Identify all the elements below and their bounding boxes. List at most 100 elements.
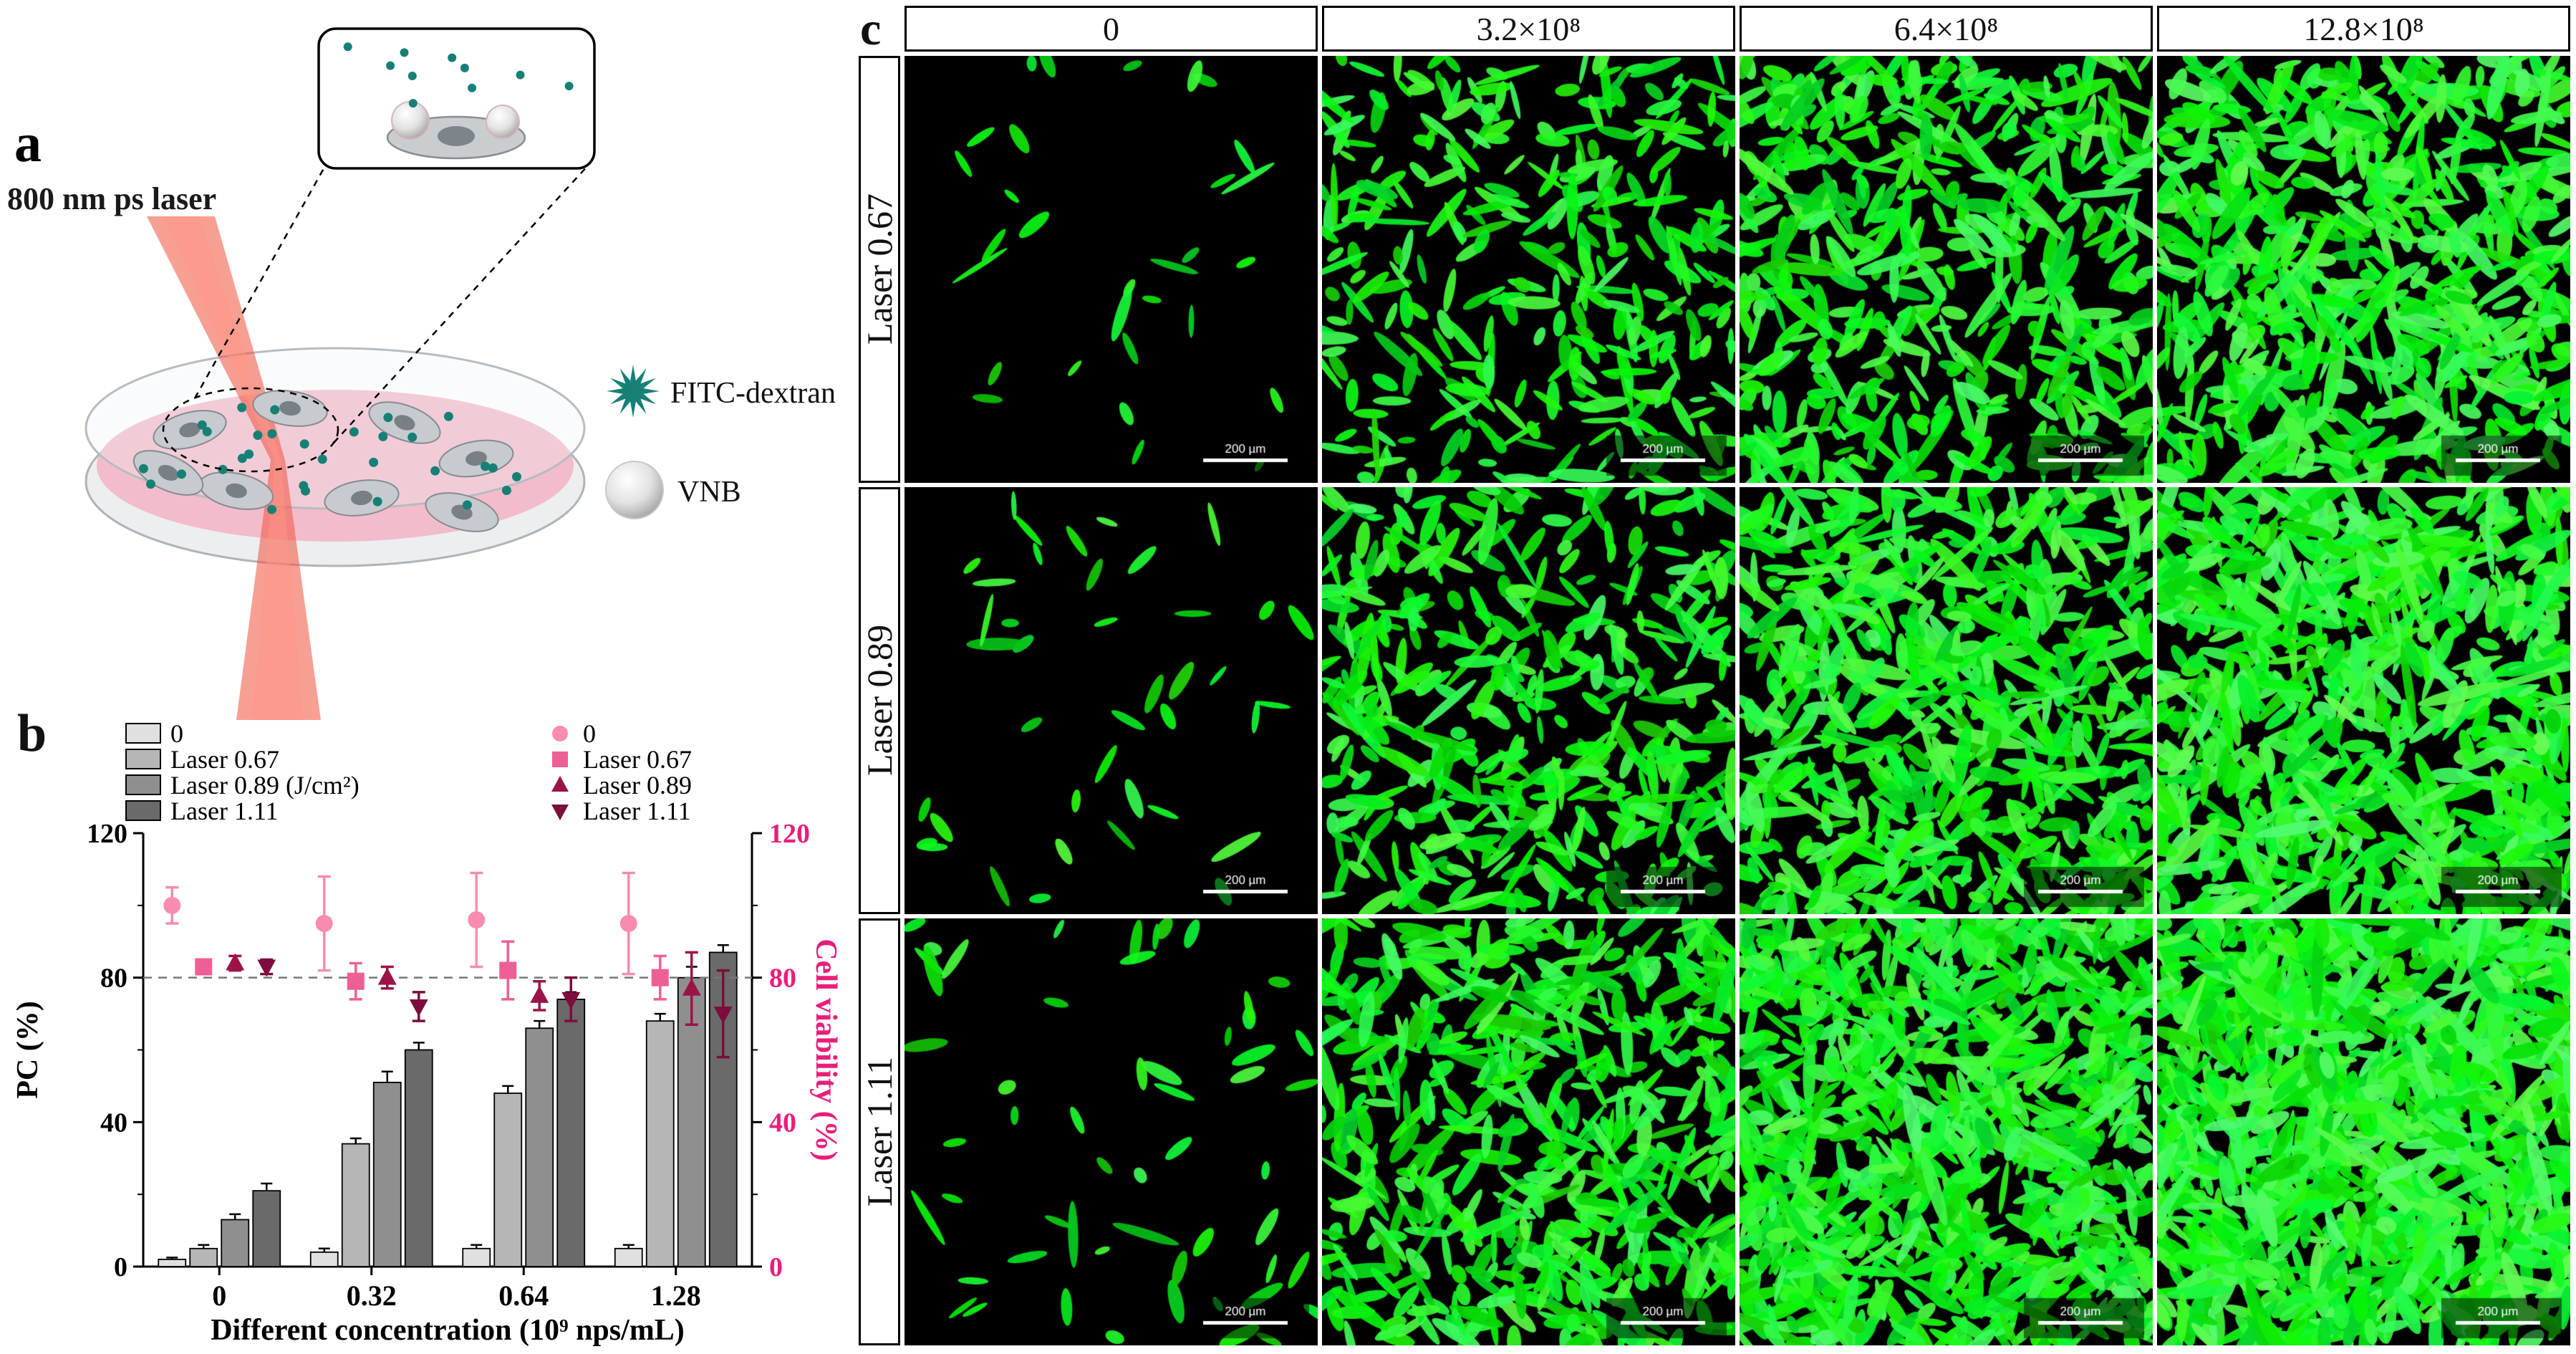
scatter-point	[499, 961, 517, 979]
laser-beam	[147, 216, 321, 720]
micrograph-laser0.89-conc12.8e8	[2157, 487, 2570, 914]
fitc-dot	[408, 99, 418, 108]
panel-b-label: b	[17, 704, 47, 763]
panel-a-label: a	[14, 113, 42, 173]
fitc-dot	[317, 454, 327, 464]
vnb-label: VNB	[677, 476, 741, 509]
bar	[556, 999, 586, 1267]
fitc-dot	[448, 53, 457, 62]
zoom-connector-right	[333, 164, 589, 443]
scatter-point	[651, 969, 669, 986]
fitc-dot	[253, 431, 263, 440]
row-label-text: Laser 1.11	[859, 1057, 899, 1207]
scatter-point	[377, 967, 397, 985]
fitc-dot	[564, 82, 574, 91]
cell-nucleus	[351, 490, 372, 506]
row-label-text: Laser 0.67	[859, 193, 899, 345]
cell-nucleus	[226, 483, 247, 499]
bar	[221, 1219, 250, 1267]
scatter-point	[226, 953, 245, 971]
scatter-point	[530, 985, 549, 1003]
fitc-dot	[481, 461, 491, 471]
cell-nucleus	[465, 451, 487, 466]
bar-legend-swatch	[125, 749, 161, 769]
bar	[309, 1251, 339, 1267]
scatter-point	[552, 752, 568, 767]
scatter-point	[713, 1007, 733, 1024]
fitc-dot	[460, 63, 469, 72]
y-tick-label-right: 80	[769, 964, 796, 994]
fitc-dextran-label: FITC-dextran	[670, 377, 836, 410]
fitc-dot	[349, 427, 359, 437]
cell	[368, 401, 441, 444]
bar	[404, 1049, 433, 1267]
fitc-dots-in-inset	[343, 42, 574, 108]
bar	[252, 1190, 281, 1267]
row-label-laser-1.11: Laser 1.11	[859, 918, 900, 1345]
panel-a-schematic: a 800 nm ps laser	[7, 27, 836, 720]
micrograph-laser0.89-conc3.2e8	[1322, 487, 1735, 914]
fitc-dextran-icon	[607, 365, 660, 418]
micrograph-laser1.11-conc6.4e8	[1740, 918, 2153, 1345]
y-axis-title-left: PC (%)	[11, 1001, 44, 1098]
cell	[153, 410, 227, 450]
fitc-dextran-legend: FITC-dextran	[607, 365, 836, 418]
scatter-legend-label: Laser 0.67	[583, 745, 692, 774]
fitc-dot	[386, 61, 395, 70]
bar	[189, 1247, 218, 1267]
scatter-point	[195, 958, 213, 976]
bar-legend-swatch	[125, 774, 161, 795]
inset-cell-nucleus	[438, 126, 475, 146]
vnb-legend: VNB	[605, 461, 741, 519]
fitc-dot	[146, 479, 155, 489]
cell	[132, 450, 204, 496]
inset-vnb-bubble	[486, 105, 520, 139]
x-tick-label: 0.32	[347, 1279, 397, 1312]
bar	[614, 1247, 643, 1267]
micrograph-laser1.11-conc3.2e8	[1322, 918, 1735, 1345]
zoom-connector-left	[193, 164, 327, 399]
micrograph-laser0.67-conc6.4e8	[1740, 56, 2153, 483]
fitc-dot	[430, 466, 440, 476]
bar-legend-swatch	[125, 800, 161, 821]
y-tick-label-left: 0	[114, 1252, 127, 1282]
vnb-icon	[605, 461, 664, 519]
cell-nucleus	[394, 415, 415, 431]
bar-legend-label: Laser 0.67	[170, 745, 279, 774]
bar	[525, 1027, 554, 1267]
bar-legend-label: Laser 1.11	[170, 797, 279, 825]
fitc-dot	[138, 464, 148, 474]
fitc-dot	[468, 83, 477, 92]
micrograph-laser1.11-conc12.8e8	[2157, 918, 2570, 1345]
cell	[252, 390, 328, 427]
x-tick-label: 1.28	[651, 1279, 701, 1312]
bar-legend-label: 0	[170, 719, 183, 748]
concentration-header-3: 12.8×10⁸	[2157, 6, 2570, 52]
row-label-text: Laser 0.89	[859, 625, 899, 777]
fitc-dot	[369, 457, 379, 467]
fitc-dot	[237, 453, 247, 464]
concentration-header-0: 0	[905, 6, 1318, 52]
cell-nucleus	[158, 464, 179, 481]
y-axis-title-right: Cell viability (%)	[809, 938, 842, 1161]
bar-legend-label: Laser 0.89 (J/cm²)	[170, 771, 360, 800]
scatter-point	[468, 911, 486, 928]
fitc-dot	[301, 486, 310, 496]
y-tick-label-left: 80	[100, 964, 127, 994]
scatter-point	[257, 959, 276, 977]
fitc-dot	[462, 500, 472, 510]
fitc-dot	[516, 70, 525, 80]
bar-legend-swatch	[125, 723, 161, 744]
y-tick-label-right: 120	[769, 819, 810, 849]
bar	[158, 1259, 187, 1267]
bar	[645, 1020, 675, 1267]
fitc-dot	[218, 464, 228, 474]
fitc-dot	[197, 420, 207, 430]
concentration-header-2: 6.4×10⁸	[1740, 6, 2153, 52]
fitc-dot	[443, 411, 453, 421]
scatter-point	[315, 915, 333, 933]
fitc-dot	[267, 429, 277, 438]
fitc-dot	[488, 463, 498, 473]
x-tick-label: 0	[212, 1279, 226, 1312]
fitc-dot	[383, 413, 393, 423]
